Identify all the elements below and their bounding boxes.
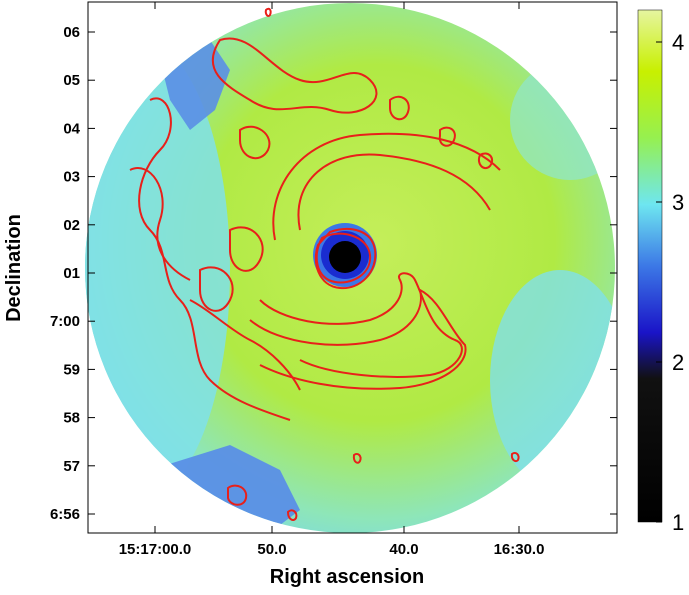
x-tick-label: 15:17:00.0	[119, 541, 192, 558]
y-tick-label: 01	[63, 265, 80, 282]
colorbar-tick-label: 3	[672, 190, 684, 215]
y-tick-label: 59	[63, 361, 80, 378]
y-tick-label: 03	[63, 169, 80, 186]
colorbar-ticks: 4 3 2 1	[656, 30, 684, 535]
contour-overlay	[129, 7, 520, 521]
y-tick-label: 7:00	[50, 313, 80, 330]
y-axis-label: Declination	[3, 214, 25, 322]
colorbar	[637, 9, 663, 523]
x-axis: 15:17:00.0 50.0 40.0 16:30.0	[119, 2, 545, 558]
x-tick-label: 50.0	[257, 541, 286, 558]
y-axis: 06 05 04 03 02 01 7:00 59 58 57 6:56	[50, 24, 617, 523]
y-tick-label: 05	[63, 72, 80, 89]
x-tick-label: 16:30.0	[494, 541, 545, 558]
y-tick-label: 58	[63, 410, 80, 427]
y-tick-label: 02	[63, 217, 80, 234]
y-tick-label: 6:56	[50, 506, 80, 523]
y-tick-label: 04	[63, 120, 80, 137]
colorbar-tick-label: 1	[672, 510, 684, 535]
x-tick-label: 40.0	[389, 541, 418, 558]
colorbar-tick-label: 2	[672, 350, 684, 375]
colorbar-tick-label: 4	[672, 30, 684, 55]
y-tick-label: 06	[63, 24, 80, 41]
plot-frame	[87, 1, 618, 534]
x-axis-label: Right ascension	[270, 566, 424, 588]
y-tick-label: 57	[63, 458, 80, 475]
